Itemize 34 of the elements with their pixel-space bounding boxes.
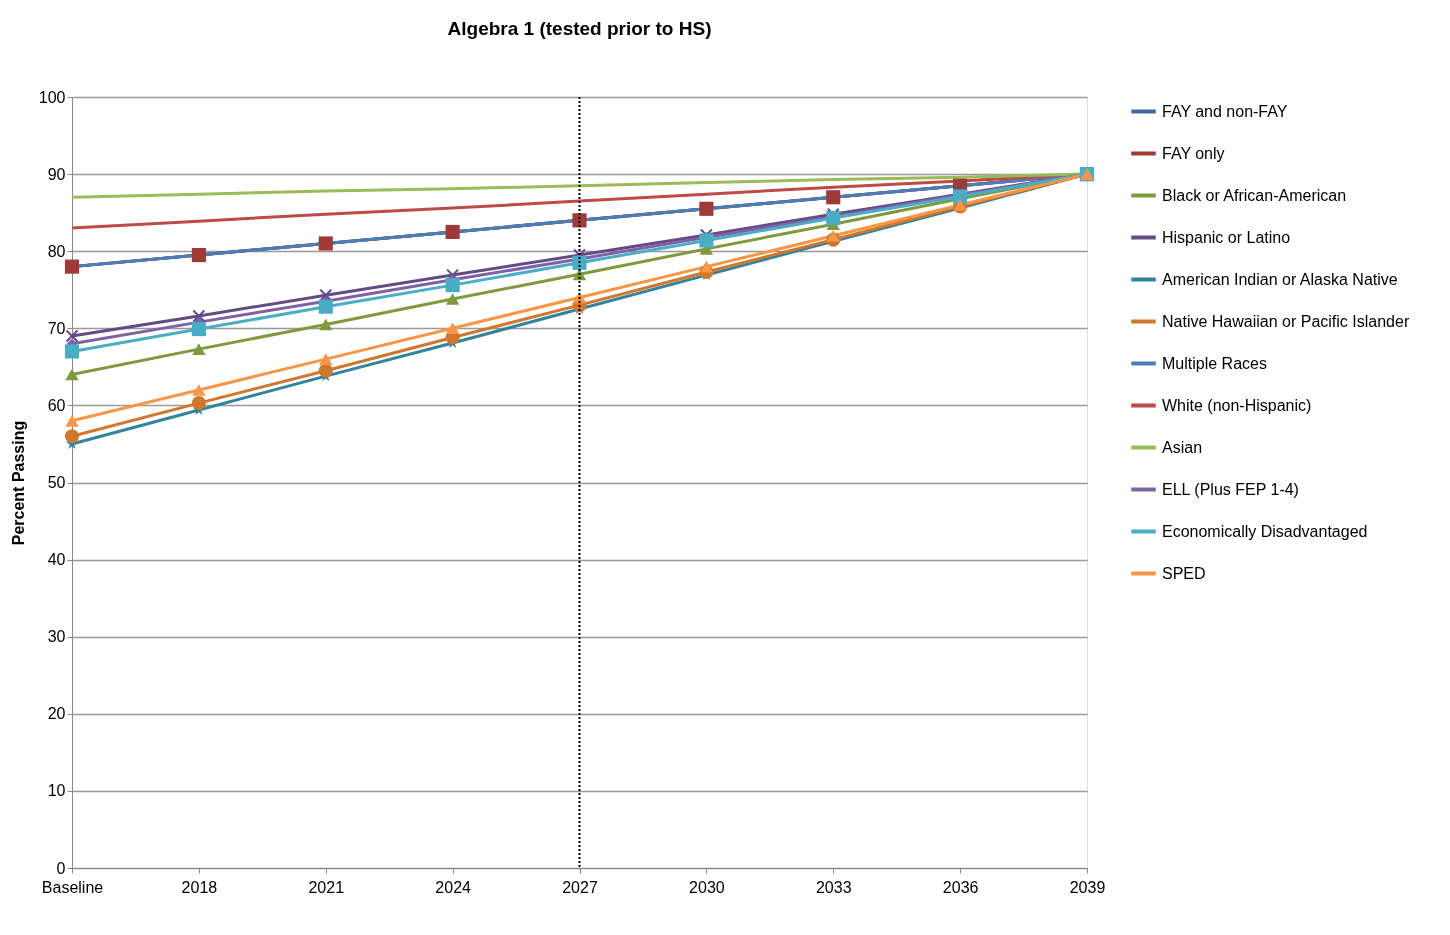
y-tick-label: 50	[47, 474, 66, 491]
x-tick-label: 2027	[562, 878, 598, 896]
legend-label: Asian	[1162, 438, 1203, 456]
x-tick-label: 2021	[308, 878, 345, 896]
y-tick-label: 90	[47, 165, 66, 183]
x-tick-label: 2036	[942, 878, 979, 896]
legend-label: SPED	[1162, 564, 1206, 582]
x-tick-label: 2024	[435, 878, 472, 896]
legend-label: ELL (Plus FEP 1-4)	[1162, 480, 1299, 498]
legend-label: Economically Disadvantaged	[1162, 522, 1368, 540]
y-tick-label: 20	[47, 705, 66, 723]
y-tick-label: 40	[47, 551, 66, 569]
legend-label: Multiple Races	[1162, 354, 1267, 372]
legend-label: American Indian or Alaska Native	[1162, 270, 1398, 288]
y-tick-label: 60	[47, 396, 66, 414]
legend-label: Hispanic or Latino	[1162, 228, 1291, 246]
y-tick-label: 100	[38, 88, 66, 106]
x-tick-label: 2030	[689, 878, 725, 896]
x-tick-label: Baseline	[41, 878, 104, 896]
x-tick-label: 2033	[815, 878, 852, 896]
y-tick-label: 80	[47, 242, 66, 260]
legend-label: FAY and non-FAY	[1162, 102, 1288, 120]
y-axis-title: Percent Passing	[9, 420, 27, 546]
legend-label: Black or African-American	[1162, 186, 1347, 204]
x-tick-label: 2039	[1069, 878, 1106, 896]
legend-label: FAY only	[1162, 144, 1225, 162]
x-tick-label: 2018	[181, 878, 218, 896]
y-tick-label: 10	[47, 782, 66, 800]
chart-title: Algebra 1 (tested prior to HS)	[447, 18, 712, 39]
y-tick-label: 0	[56, 859, 66, 877]
legend-label: Native Hawaiian or Pacific Islander	[1162, 312, 1410, 330]
y-tick-label: 70	[47, 319, 66, 337]
legend-label: White (non-Hispanic)	[1162, 396, 1312, 414]
y-tick-label: 30	[47, 628, 66, 646]
